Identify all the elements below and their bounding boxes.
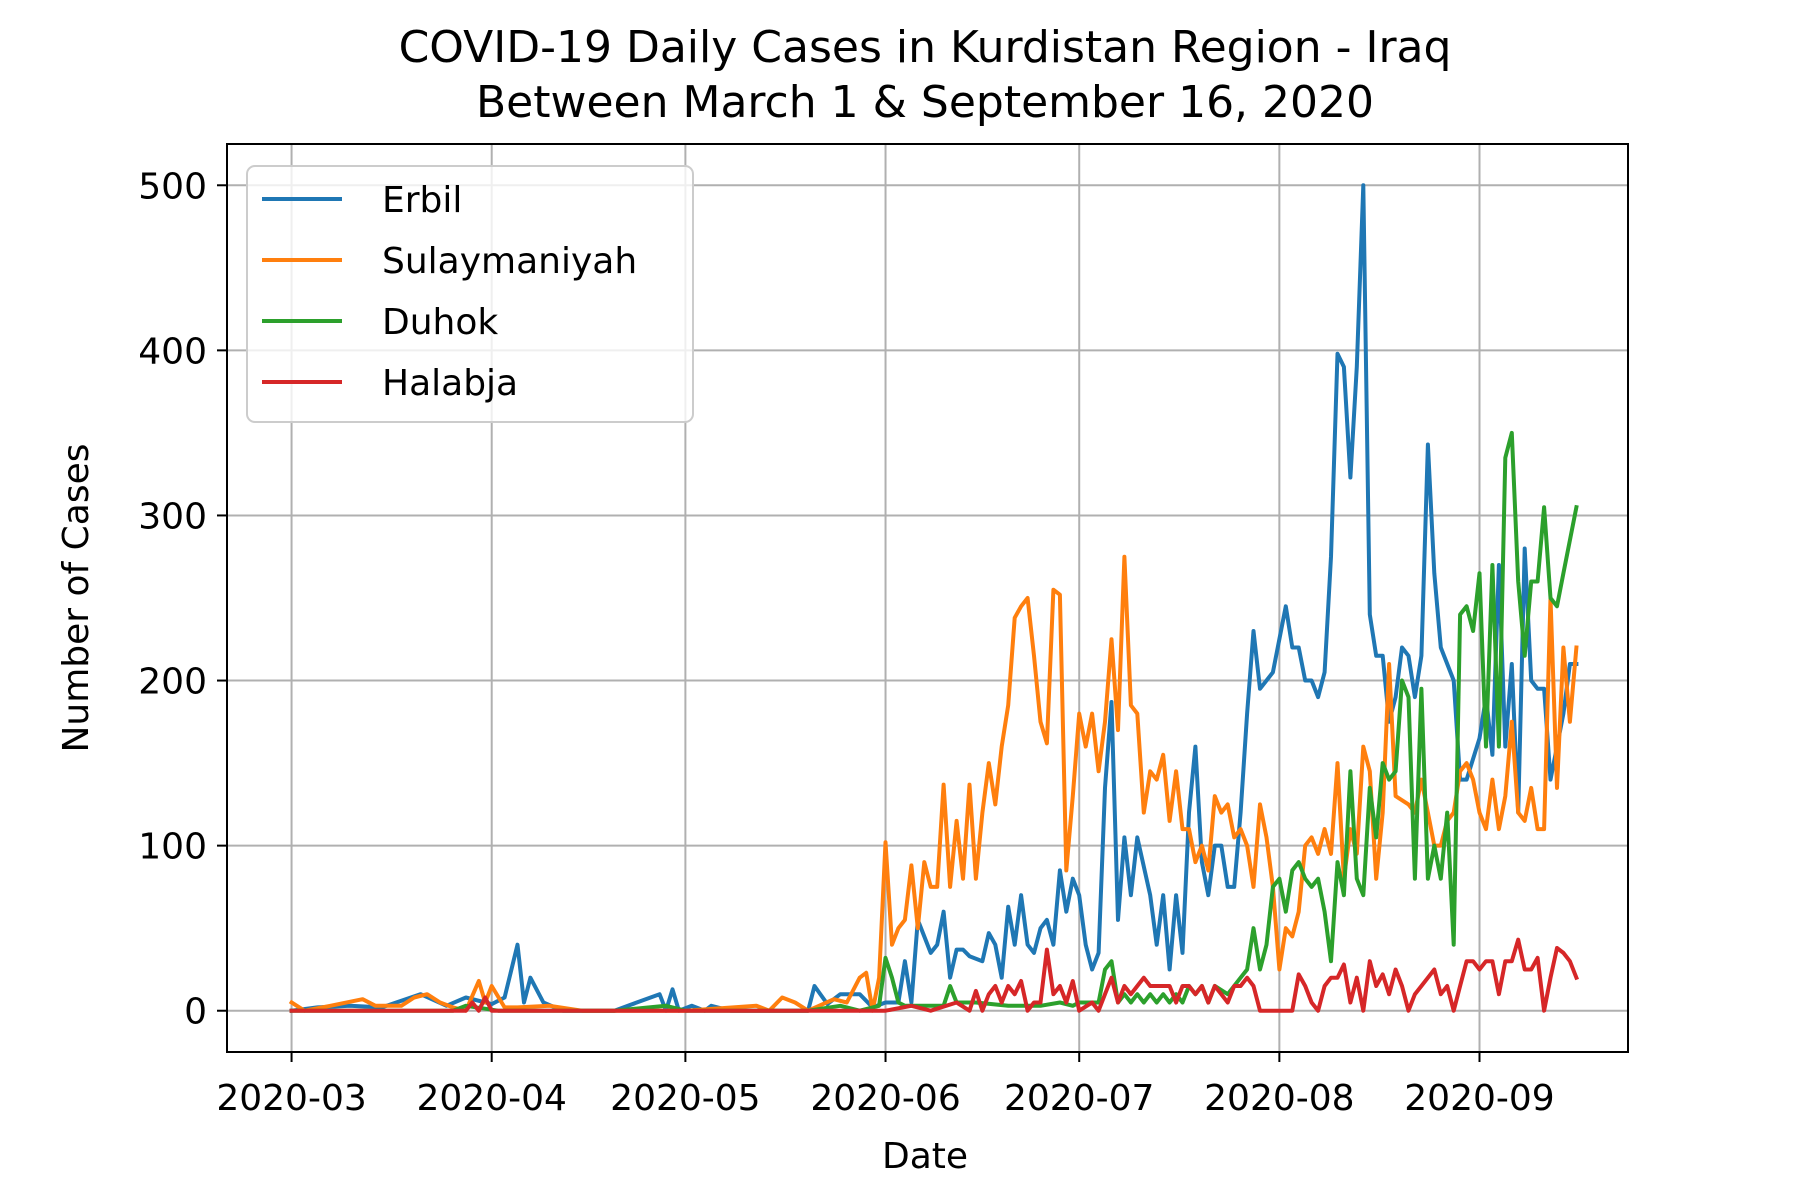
axis-ticks: 2020-03 2020-04 2020-05 2020-06 2020-07 2020-… bbox=[138, 166, 1554, 1119]
x-axis-label: Date bbox=[882, 1136, 968, 1177]
legend-label-halabja: Halabja bbox=[382, 363, 518, 404]
series-line-sulaymaniyah bbox=[288, 554, 1579, 1013]
x-tick-label-2020-04: 2020-04 bbox=[416, 1078, 566, 1119]
y-tick-label-0: 0 bbox=[184, 992, 207, 1033]
y-tick-label-500: 500 bbox=[138, 166, 207, 207]
chart-title-line-1: COVID-19 Daily Cases in Kurdistan Region… bbox=[399, 22, 1452, 73]
y-tick-label-100: 100 bbox=[138, 827, 207, 868]
y-axis-label: Number of Cases bbox=[56, 443, 97, 752]
legend-label-duhok: Duhok bbox=[382, 302, 498, 343]
y-tick-label-200: 200 bbox=[138, 662, 207, 703]
y-tick-label-300: 300 bbox=[138, 496, 207, 537]
x-tick-label-2020-08: 2020-08 bbox=[1204, 1078, 1354, 1119]
legend-box bbox=[246, 165, 694, 423]
x-tick-label-2020-07: 2020-07 bbox=[1004, 1078, 1154, 1119]
chart-title-line-2: Between March 1 & September 16, 2020 bbox=[476, 77, 1374, 128]
x-tick-label-2020-03: 2020-03 bbox=[216, 1078, 366, 1119]
series-line-duhok bbox=[289, 430, 1579, 1013]
x-tick-label-2020-09: 2020-09 bbox=[1404, 1078, 1554, 1119]
series-lines bbox=[288, 183, 1579, 1013]
plot-area-frame bbox=[226, 143, 1629, 1053]
legend: Erbil Sulaymaniyah Duhok Halabja bbox=[246, 165, 694, 423]
x-tick-label-2020-05: 2020-05 bbox=[610, 1078, 760, 1119]
legend-label-sulaymaniyah: Sulaymaniyah bbox=[382, 241, 637, 282]
series-line-halabja bbox=[289, 937, 1579, 1013]
legend-label-erbil: Erbil bbox=[382, 180, 462, 221]
y-tick-label-400: 400 bbox=[138, 331, 207, 372]
x-tick-label-2020-06: 2020-06 bbox=[810, 1078, 960, 1119]
